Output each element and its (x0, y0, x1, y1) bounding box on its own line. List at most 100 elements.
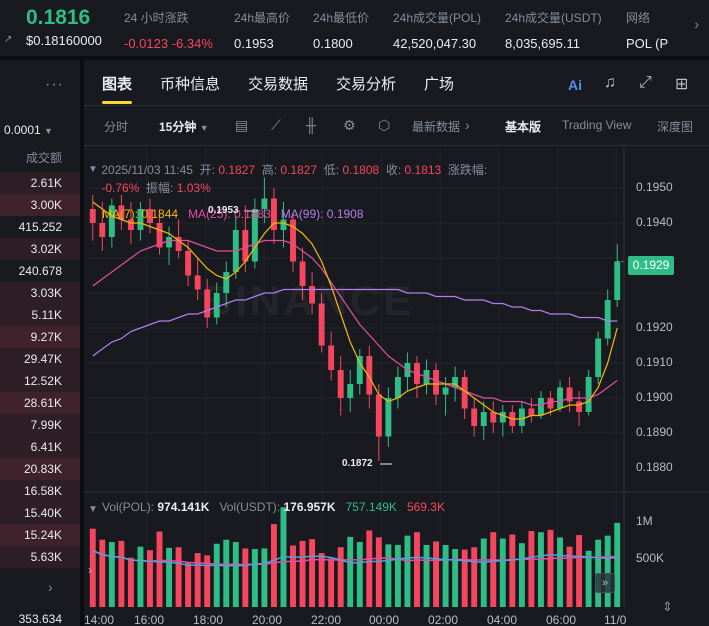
candle-body (156, 223, 163, 248)
volume-bar (261, 548, 268, 607)
stat-label: 24h最高价 (234, 11, 291, 25)
order-book-row[interactable]: 415.252 (18, 220, 62, 234)
usd-price: $0.18160000 (26, 33, 102, 48)
candle-body (366, 356, 373, 395)
volume-bar (166, 547, 173, 607)
order-book-row[interactable]: 12.52K (0, 370, 80, 392)
volume-bar (242, 548, 249, 607)
order-book-row[interactable]: 15.24K (0, 524, 80, 546)
interval-select[interactable]: 15分钟 ▼ (159, 118, 209, 135)
vol-tick: 1M (636, 514, 653, 528)
candlestick-chart[interactable]: BINANCE ▼ 2025/11/03 11:45 开: 0.1827 高: … (84, 147, 709, 626)
ma7-value: MA(7): 0.1844 (102, 207, 179, 221)
calendar-icon[interactable]: ▤ (235, 117, 249, 133)
order-book-row[interactable]: 5.11K (0, 304, 80, 326)
stat-label: 24h最低价 (313, 11, 370, 25)
candlestick-icon[interactable]: ╫ (306, 117, 316, 133)
candle-body (280, 219, 287, 230)
order-book-row[interactable]: 3.00K (0, 194, 80, 216)
volume-bar (204, 555, 211, 607)
volume-bar (423, 544, 430, 607)
order-book-row[interactable]: 3.03K (0, 282, 80, 304)
tab-trading-data[interactable]: 交易数据 (248, 76, 309, 93)
column-header-turnover: 成交额 (25, 151, 62, 165)
candle-body (299, 261, 306, 286)
order-book-row[interactable]: 16.58K (0, 480, 80, 502)
order-book-row[interactable]: 7.99K (0, 414, 80, 436)
collapse-icon[interactable]: ▼ (88, 164, 98, 175)
chevron-right-icon[interactable]: › (694, 16, 699, 32)
open-label: 开: (199, 163, 215, 177)
tab-trading-analysis[interactable]: 交易分析 (336, 76, 397, 93)
volume-bar (290, 545, 296, 607)
hexagon-icon[interactable]: ⬡ (378, 117, 391, 133)
order-book-row[interactable]: 3.02K (0, 238, 80, 260)
expand-arrow-icon[interactable]: ↗ (4, 34, 13, 45)
time-line-button[interactable]: 分时 (104, 120, 129, 134)
collapse-icon[interactable]: ▼ (88, 504, 98, 515)
candle-body (375, 394, 382, 437)
volume-bar (89, 528, 96, 607)
precision-select[interactable]: 0.0001 ▼ (4, 123, 53, 137)
order-book-row[interactable]: 15.40K (0, 502, 80, 524)
chevron-down-icon: ▼ (44, 126, 53, 136)
volume-bar (175, 547, 182, 607)
volume-bar (232, 542, 239, 607)
volume-bar (576, 535, 583, 607)
line-chart-icon[interactable]: ⟋ (271, 117, 281, 133)
tradingview-button[interactable]: Trading View (562, 118, 632, 132)
tab-chart[interactable]: 图表 (102, 76, 133, 93)
candle-body (127, 219, 134, 230)
basic-view-button[interactable]: 基本版 (505, 120, 542, 134)
x-tick: 18:00 (193, 613, 224, 626)
order-book-row[interactable]: 5.63K (0, 546, 80, 568)
scroll-to-latest-icon[interactable]: » (595, 573, 615, 593)
high-label: 高: (261, 163, 278, 177)
candle-body (614, 261, 621, 300)
order-book-row[interactable]: 29.47K (0, 348, 80, 370)
more-options-icon[interactable]: ··· (45, 76, 64, 93)
stat-label: 24h成交量(USDT) (505, 11, 602, 25)
low-annotation: 0.1872 (342, 458, 373, 469)
volume-bar (147, 550, 153, 607)
volume-bar (251, 549, 258, 607)
last-price: 0.1816 (26, 6, 91, 29)
order-book-row[interactable]: 28.61K (0, 392, 80, 414)
order-book-row[interactable]: 240.678 (18, 264, 62, 278)
order-book-row[interactable]: 6.41K (0, 436, 80, 458)
order-book-row[interactable]: 20.83K (0, 458, 80, 480)
layout-grid-icon[interactable]: ⊞ (675, 76, 689, 93)
x-tick: 04:00 (487, 613, 518, 626)
chevron-right-icon[interactable]: › (465, 117, 470, 133)
expand-icon[interactable]: ⤢ (639, 74, 652, 91)
bell-icon[interactable]: ♫ (604, 74, 616, 91)
chart-toolbar: 分时 15分钟 ▼ ▤ ⟋ ╫ ⚙ ⬡ 最新数据 › 基本版 Trading V… (84, 106, 709, 146)
stat-network[interactable]: 网络 POL (P (626, 9, 676, 51)
chevron-right-icon[interactable]: › (48, 579, 53, 595)
x-tick: 16:00 (134, 613, 165, 626)
stat-24h-change: 24 小时涨跌 -0.0123 -6.34% (124, 9, 213, 51)
candle-body (108, 205, 115, 237)
volume-bar (385, 544, 392, 607)
scroll-left-icon[interactable]: › (88, 563, 92, 577)
volume-bar (433, 541, 440, 607)
candle-body (490, 412, 497, 423)
order-book-row[interactable]: 9.27K (0, 326, 80, 348)
latest-data-button[interactable]: 最新数据 (412, 120, 461, 134)
volume-bar (537, 532, 544, 607)
depth-chart-button[interactable]: 深度图 (657, 120, 694, 134)
tab-coin-info[interactable]: 币种信息 (160, 76, 221, 93)
chart-canvas[interactable] (84, 147, 709, 626)
stat-label: 24 小时涨跌 (124, 11, 189, 25)
ai-icon[interactable]: Ai (568, 77, 582, 93)
candle-body (480, 412, 487, 426)
scale-reset-icon[interactable]: ⇕ (662, 599, 673, 614)
stat-value: -0.0123 -6.34% (124, 36, 213, 51)
tab-square[interactable]: 广场 (424, 76, 455, 93)
order-book-row[interactable]: 2.61K (0, 172, 80, 194)
volume-bar (318, 553, 325, 607)
indicator-settings-icon[interactable]: ⚙ (343, 117, 356, 133)
volume-bar (442, 544, 449, 607)
stat-24h-low: 24h最低价 0.1800 (313, 9, 369, 51)
ma-readout: MA(7): 0.1844 MA(25): 0.1883 MA(99): 0.1… (102, 207, 364, 221)
